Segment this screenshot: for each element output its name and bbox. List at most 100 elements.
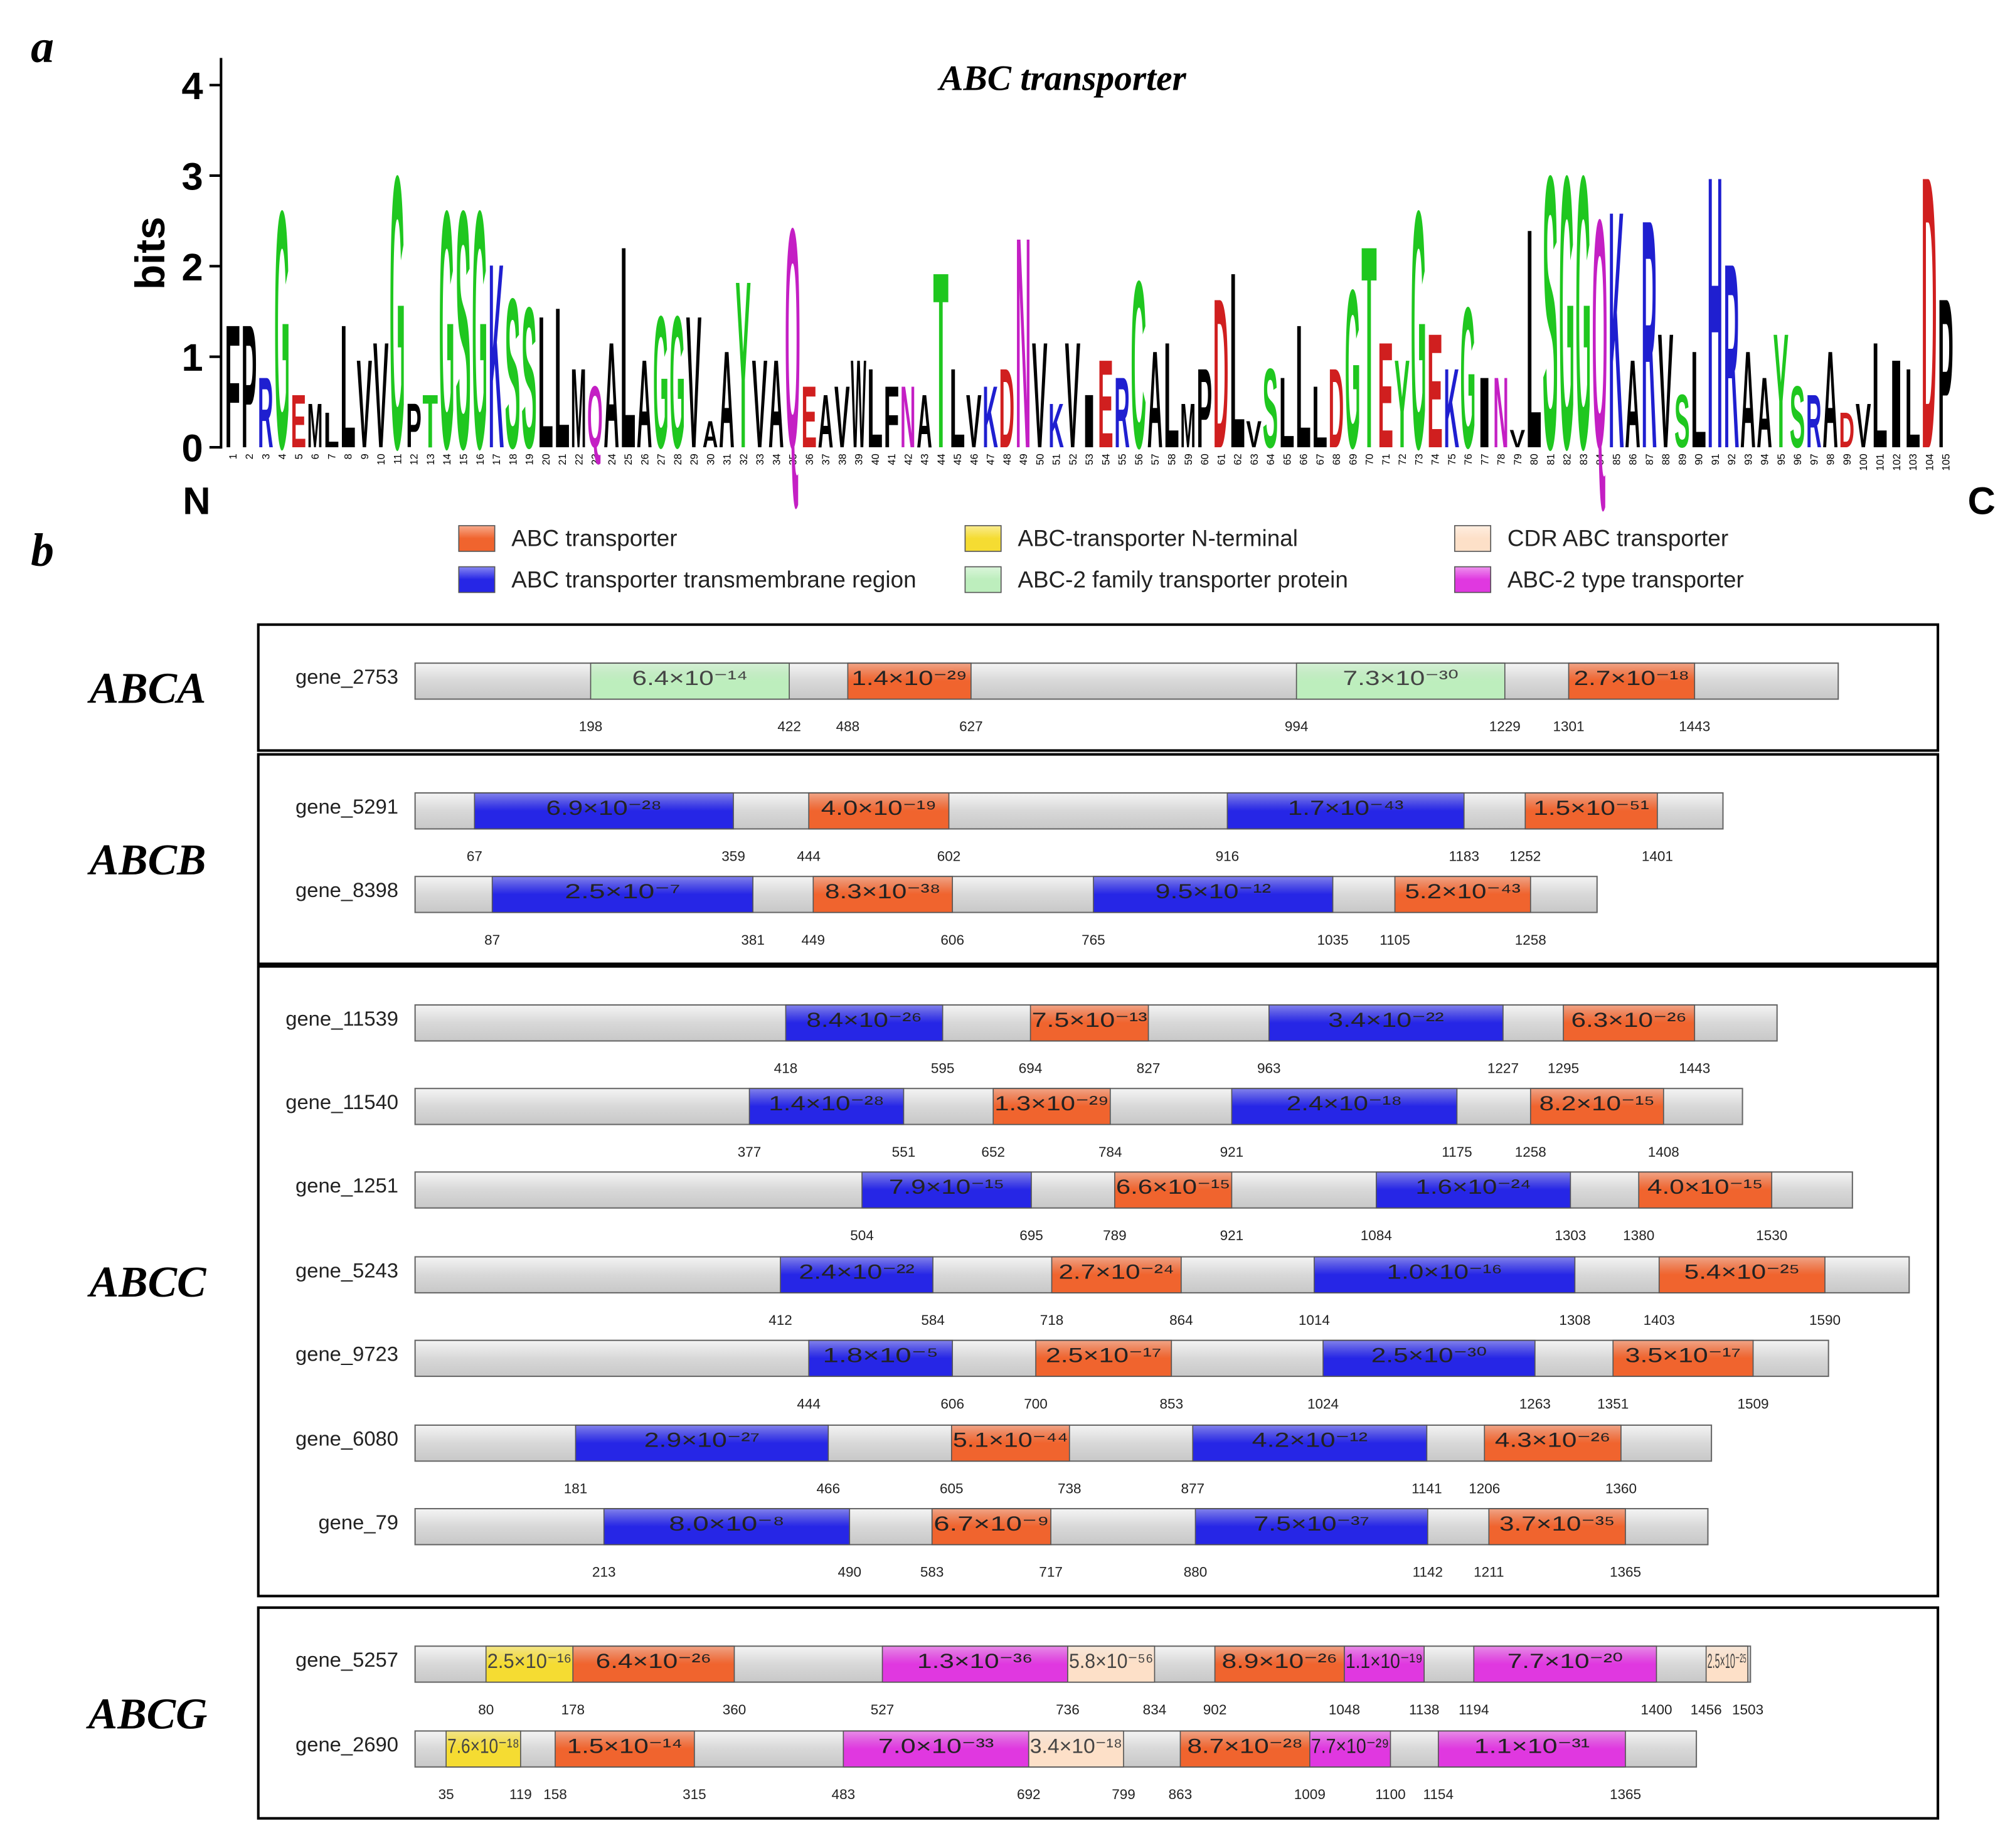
position-label: 1 (228, 454, 239, 459)
domain (931, 1508, 1051, 1546)
domain-end-label: 1263 (1519, 1396, 1551, 1411)
domain-end-label: 864 (1169, 1312, 1193, 1328)
domain-evalue: 1.4×10⁻²⁹ (851, 666, 967, 689)
domain-end-label: 584 (921, 1312, 945, 1328)
domain (1529, 1088, 1664, 1125)
position-label: 57 (1150, 454, 1161, 465)
domain-end-label: 466 (817, 1480, 841, 1496)
domain (1231, 1088, 1458, 1125)
domain-end-label: 853 (1160, 1396, 1184, 1411)
position-label: 103 (1908, 454, 1919, 470)
position-label: 96 (1792, 454, 1804, 465)
logo-letter: V (966, 380, 982, 464)
position-label: 39 (854, 454, 865, 465)
domain-evalue: 2.4×10⁻²² (799, 1260, 914, 1283)
c-terminus-label: C (1968, 480, 1996, 523)
logo-letter: I (1888, 334, 1904, 474)
domain-start-label: 213 (592, 1564, 616, 1580)
domain-end-label: 1048 (1329, 1702, 1360, 1718)
domain (1067, 1645, 1156, 1683)
domain (1394, 876, 1531, 913)
logo-letter: K (1048, 391, 1064, 461)
logo-letter: L (867, 346, 883, 472)
domain (1705, 1645, 1748, 1683)
logo-letter: L (1230, 220, 1245, 501)
position-label: 97 (1809, 454, 1820, 465)
logo-letter: Y (735, 231, 751, 498)
position-label: 66 (1299, 454, 1310, 465)
domain-end-label: 315 (683, 1787, 706, 1802)
position-label: 98 (1826, 454, 1837, 465)
logo-letter: L (340, 289, 356, 485)
domain (485, 1645, 574, 1683)
domain-evalue: 9.5×10⁻¹² (1156, 879, 1271, 903)
position-label: 69 (1348, 454, 1359, 465)
logo-letter: E (291, 380, 307, 464)
logo-letter: R (1114, 356, 1130, 469)
domain-end-label: 736 (1056, 1702, 1080, 1718)
domain-start-label: 877 (1181, 1480, 1204, 1496)
logo-letter: I (1082, 380, 1097, 464)
domain-end-label: 1443 (1679, 1061, 1710, 1076)
position-label: 16 (475, 454, 486, 465)
domain-evalue: 1.7×10⁻⁴³ (1288, 796, 1403, 819)
domain-start-label: 377 (738, 1144, 762, 1160)
logo-letter: G (1345, 243, 1361, 496)
position-label: 61 (1216, 454, 1227, 465)
domain-start-label: 863 (1169, 1787, 1193, 1802)
gene-label: gene_5291 (295, 795, 398, 818)
domain-evalue: 7.6×10⁻¹⁸ (447, 1734, 519, 1757)
logo-letter: E (801, 368, 817, 466)
domain-end-label: 606 (940, 932, 964, 948)
logo-letter: L (1526, 163, 1542, 514)
logo-letter: S (1674, 380, 1690, 464)
logo-letter: A (768, 334, 784, 474)
domain-start-label: 181 (564, 1480, 588, 1496)
domain-evalue: 8.7×10⁻²⁸ (1187, 1734, 1302, 1757)
position-label: 7 (326, 454, 338, 459)
position-label: 2 (244, 454, 255, 459)
position-label: 59 (1183, 454, 1194, 465)
domain-evalue: 6.7×10⁻⁹ (933, 1512, 1049, 1535)
domain-end-label: 1229 (1489, 719, 1521, 735)
domain-start-label: 1154 (1423, 1787, 1454, 1802)
domain-evalue: 3.7×10⁻³⁵ (1499, 1512, 1615, 1535)
position-label: 79 (1513, 454, 1524, 465)
domain-end-label: 627 (959, 719, 983, 735)
domain-start-label: 1351 (1597, 1396, 1629, 1411)
domain (1114, 1171, 1233, 1209)
logo-letter: T (933, 220, 949, 501)
position-label: 53 (1084, 454, 1095, 465)
position-label: 73 (1413, 454, 1425, 465)
position-label: 72 (1397, 454, 1408, 465)
group-label: ABCB (87, 836, 206, 884)
domain-evalue: 4.0×10⁻¹⁹ (821, 796, 937, 819)
domain (1029, 1004, 1149, 1042)
domain-evalue: 2.9×10⁻²⁷ (644, 1428, 760, 1452)
domain-start-label: 449 (802, 932, 826, 948)
domain-end-label: 1365 (1610, 1564, 1641, 1580)
domain-start-label: 444 (797, 1396, 821, 1411)
domain-evalue: 1.5×10⁻¹⁴ (567, 1734, 683, 1757)
position-label: 70 (1364, 454, 1376, 465)
domain-start-label: 1014 (1299, 1312, 1330, 1328)
gene-label: gene_1251 (295, 1174, 398, 1197)
position-label: 51 (1051, 454, 1063, 465)
gene-label: gene_2690 (295, 1733, 398, 1756)
domain-evalue: 1.0×10⁻¹⁶ (1386, 1260, 1502, 1283)
domain-end-label: 1530 (1756, 1228, 1787, 1243)
domain (1437, 1730, 1626, 1768)
domain-evalue: 8.4×10⁻²⁶ (806, 1008, 922, 1031)
logo-letter: V (752, 334, 768, 474)
domain-start-label: 700 (1024, 1396, 1048, 1411)
domain-end-label: 695 (1019, 1228, 1043, 1243)
logo-letter: A (603, 311, 619, 479)
position-label: 93 (1743, 454, 1754, 465)
domain (1658, 1256, 1826, 1293)
position-label: 94 (1760, 454, 1771, 465)
domain-start-label: 652 (981, 1144, 1005, 1160)
position-label: 10 (376, 454, 387, 465)
domain-start-label: 1206 (1469, 1480, 1500, 1496)
domain-evalue: 5.8×10⁻⁵⁶ (1069, 1649, 1153, 1672)
domain-end-label: 381 (741, 932, 765, 948)
